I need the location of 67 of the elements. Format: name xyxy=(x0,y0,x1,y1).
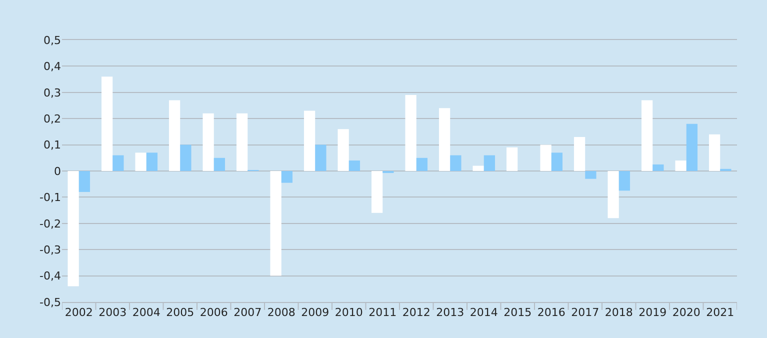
bar xyxy=(585,171,596,179)
bar xyxy=(315,144,326,171)
y-tick-label: -0,1 xyxy=(40,191,61,204)
x-tick-label: 2019 xyxy=(638,306,667,320)
bar xyxy=(202,113,214,171)
bar xyxy=(236,113,248,171)
bar xyxy=(506,147,518,171)
bar xyxy=(281,171,293,183)
x-tick-label: 2012 xyxy=(402,306,430,320)
bar xyxy=(405,95,416,171)
x-tick-label: 2005 xyxy=(166,306,194,320)
bar xyxy=(270,171,282,276)
bar xyxy=(180,144,192,171)
bar xyxy=(304,110,316,171)
y-tick-label: 0,5 xyxy=(44,34,61,47)
y-tick-label: 0,4 xyxy=(44,60,61,74)
bar xyxy=(348,160,360,171)
bar xyxy=(472,166,484,171)
y-tick-label: 0,1 xyxy=(44,138,61,152)
x-tick-label: 2009 xyxy=(301,306,330,320)
y-tick-label: 0,2 xyxy=(44,112,61,126)
x-tick-label: 2004 xyxy=(132,306,160,320)
bar xyxy=(438,108,450,171)
bar xyxy=(484,155,496,171)
x-tick-label: 2007 xyxy=(234,306,262,320)
x-tick-label: 2020 xyxy=(672,306,700,320)
bar xyxy=(450,155,462,171)
bar xyxy=(416,158,428,171)
y-tick-label: -0,3 xyxy=(40,243,61,256)
bar xyxy=(371,171,383,213)
x-tick-label: 2016 xyxy=(537,306,566,320)
bar xyxy=(78,171,90,192)
bar xyxy=(618,171,630,191)
x-tick-label: 2010 xyxy=(334,306,363,320)
x-tick-label: 2021 xyxy=(706,306,734,320)
y-tick-label: 0 xyxy=(54,164,61,178)
x-tick-label: 2014 xyxy=(470,306,498,320)
x-tick-label: 2015 xyxy=(504,306,532,320)
bar xyxy=(608,171,619,218)
y-tick-label: -0,2 xyxy=(40,217,61,230)
bar xyxy=(168,100,180,171)
bar xyxy=(686,124,698,171)
x-tick-label: 2013 xyxy=(436,306,464,320)
y-tick-label: 0,3 xyxy=(44,86,61,100)
bar xyxy=(135,152,146,171)
bar xyxy=(641,100,653,171)
y-tick-label: -0,4 xyxy=(40,270,61,283)
bar xyxy=(101,76,113,171)
y-tick-label: -0,5 xyxy=(40,296,61,309)
x-tick-label: 2006 xyxy=(200,306,228,320)
x-tick-label: 2018 xyxy=(604,306,633,320)
x-tick-label: 2003 xyxy=(98,306,127,320)
bar xyxy=(675,160,686,171)
bar xyxy=(112,155,124,171)
x-tick-label: 2008 xyxy=(267,306,296,320)
bar xyxy=(146,152,158,171)
x-tick-label: 2002 xyxy=(64,306,93,320)
bar xyxy=(214,158,226,171)
bar xyxy=(708,134,720,171)
bar xyxy=(652,164,664,171)
bar xyxy=(540,144,552,171)
x-tick-label: 2017 xyxy=(571,306,600,320)
bar xyxy=(68,171,79,286)
bar xyxy=(574,136,586,171)
bar xyxy=(338,129,349,171)
bar xyxy=(551,152,563,171)
x-tick-label: 2011 xyxy=(368,306,397,320)
